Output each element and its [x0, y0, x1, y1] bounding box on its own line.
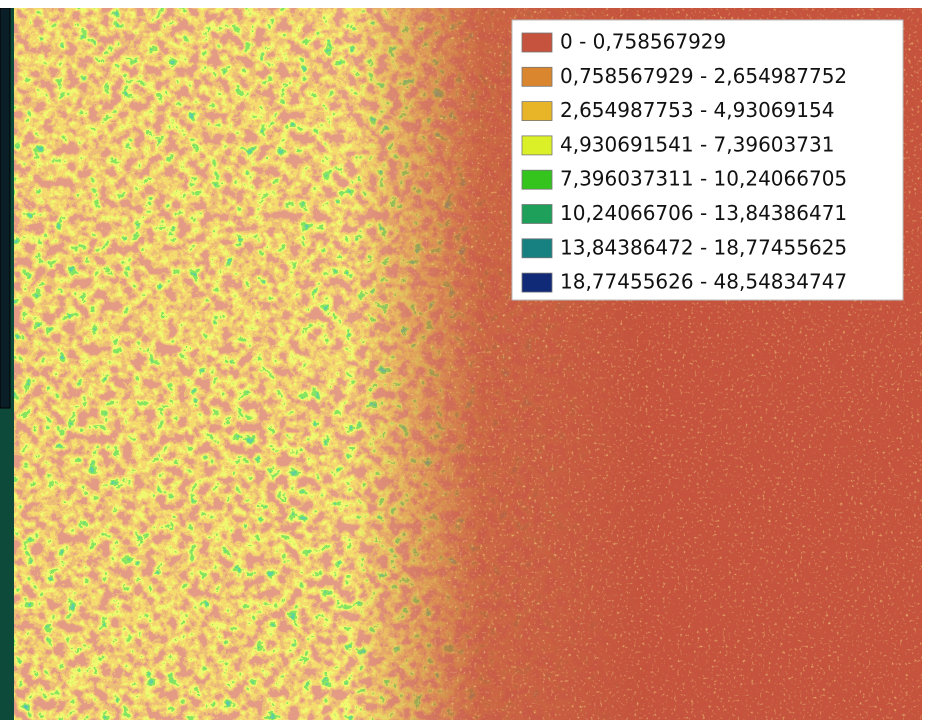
legend-swatch	[522, 239, 552, 258]
legend-swatch	[522, 205, 552, 224]
legend-swatch	[522, 33, 552, 52]
legend-swatch	[522, 170, 552, 189]
legend-swatch	[522, 273, 552, 292]
left-panel-dark	[0, 8, 10, 408]
legend-label: 18,77455626 - 48,54834747	[560, 270, 847, 294]
legend-swatch	[522, 136, 552, 155]
legend-label: 0,758567929 - 2,654987752	[560, 64, 847, 88]
legend-label: 10,24066706 - 13,84386471	[560, 201, 847, 225]
right-margin	[922, 0, 926, 720]
map-view: 0 - 0,758567929 0,758567929 - 2,654987752…	[0, 0, 926, 720]
legend: 0 - 0,758567929 0,758567929 - 2,654987752…	[512, 20, 903, 300]
legend-swatch	[522, 67, 552, 86]
top-margin	[0, 0, 926, 8]
legend-label: 13,84386472 - 18,77455625	[560, 235, 847, 259]
legend-swatch	[522, 102, 552, 121]
legend-label: 4,930691541 - 7,39603731	[560, 132, 834, 156]
legend-label: 0 - 0,758567929	[560, 30, 726, 54]
legend-label: 2,654987753 - 4,93069154	[560, 98, 834, 122]
legend-label: 7,396037311 - 10,24066705	[560, 167, 847, 191]
